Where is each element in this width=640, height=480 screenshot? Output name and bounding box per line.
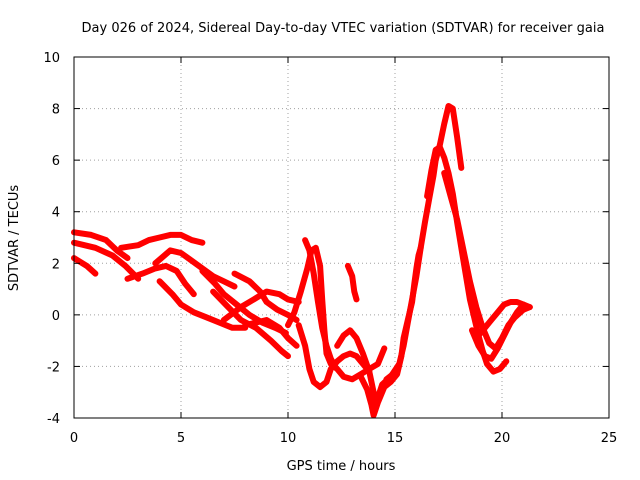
data-series-track-12 (242, 317, 300, 349)
x-tick-label: 25 (601, 431, 618, 446)
y-tick-label: -2 (47, 360, 60, 375)
y-axis-label: SDTVAR / TECUs (7, 185, 22, 292)
data-series-track-3 (71, 255, 99, 277)
x-tick-label: 0 (70, 431, 78, 446)
data-series-track-18 (357, 244, 424, 419)
axis-ticks: 0 5 10 15 20 25 -4 -2 0 2 4 6 8 10 (43, 51, 617, 446)
data-series-track-4 (118, 231, 206, 251)
data-series-track-23 (475, 299, 527, 339)
y-tick-label: 8 (52, 103, 60, 118)
data-series-track-19 (383, 103, 465, 383)
x-axis-label: GPS time / hours (287, 459, 396, 474)
data-series-track-17 (344, 262, 360, 303)
x-tick-label: 15 (387, 431, 404, 446)
x-tick-label: 10 (280, 431, 297, 446)
y-tick-label: -4 (47, 412, 60, 427)
data-series-track-16 (334, 327, 403, 411)
data-series-track-7 (156, 278, 249, 331)
x-tick-label: 5 (177, 431, 185, 446)
y-tick-label: 4 (52, 206, 60, 221)
y-tick-label: 0 (52, 309, 60, 324)
data-series (71, 103, 533, 419)
data-series-track-9 (210, 288, 291, 360)
y-tick-label: 2 (52, 257, 60, 272)
data-series-track-2 (71, 239, 142, 282)
data-series-track-15 (295, 322, 373, 391)
data-series-track-22 (469, 301, 533, 362)
y-tick-label: 10 (43, 51, 60, 66)
plot-frame (73, 56, 610, 419)
data-series-track-11 (220, 288, 302, 323)
data-series-track-10 (231, 270, 300, 323)
data-series-track-1 (71, 229, 131, 262)
x-tick-label: 20 (494, 431, 511, 446)
y-tick-label: 6 (52, 154, 60, 169)
data-series-track-6 (124, 262, 197, 298)
chart-title: Day 026 of 2024, Sidereal Day-to-day VTE… (82, 21, 605, 36)
data-series-track-5 (152, 247, 238, 290)
data-series-track-14 (302, 237, 339, 370)
